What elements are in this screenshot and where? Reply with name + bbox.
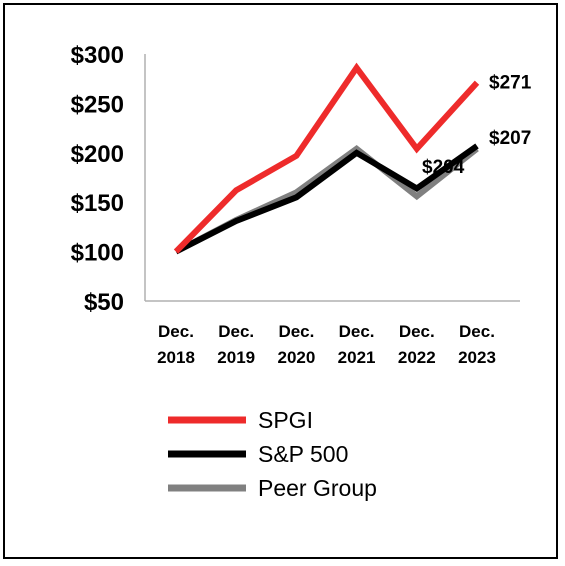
y-tick-label: $150 xyxy=(71,190,124,217)
x-tick-label: Dec. 2018 xyxy=(157,322,195,367)
data-label-spgi: $271 xyxy=(489,73,532,94)
legend: SPGI S&P 500 Peer Group xyxy=(168,407,377,501)
x-tick-label: Dec. 2020 xyxy=(277,322,315,367)
series-line-s-p-500 xyxy=(174,143,479,255)
data-label-s-p-500: $207 xyxy=(489,128,531,149)
x-tick-label: Dec. 2021 xyxy=(338,322,376,367)
series-line-spgi xyxy=(173,62,480,254)
y-tick-label: $200 xyxy=(71,141,124,168)
legend-label: SPGI xyxy=(258,407,313,433)
axes xyxy=(144,54,520,302)
data-labels: $271 $207 $204 xyxy=(422,73,532,178)
y-tick-label: $250 xyxy=(71,91,124,118)
data-label-peer-group: $204 xyxy=(422,157,465,178)
x-tick-label: Dec. 2022 xyxy=(398,322,436,367)
x-tick-label: Dec. 2023 xyxy=(458,322,496,367)
series-lines xyxy=(173,62,480,255)
y-tick-labels: $300 $250 $200 $150 $100 $50 xyxy=(71,42,124,316)
x-tick-labels: Dec. 2018 Dec. 2019 Dec. 2020 Dec. 2021 Dec. 2022… xyxy=(157,322,496,367)
legend-label: S&P 500 xyxy=(258,441,348,467)
x-tick-label: Dec. 2019 xyxy=(217,322,255,367)
legend-label: Peer Group xyxy=(258,475,377,501)
y-tick-label: $300 xyxy=(71,42,124,69)
y-tick-label: $50 xyxy=(84,289,124,316)
y-tick-label: $100 xyxy=(71,240,124,267)
